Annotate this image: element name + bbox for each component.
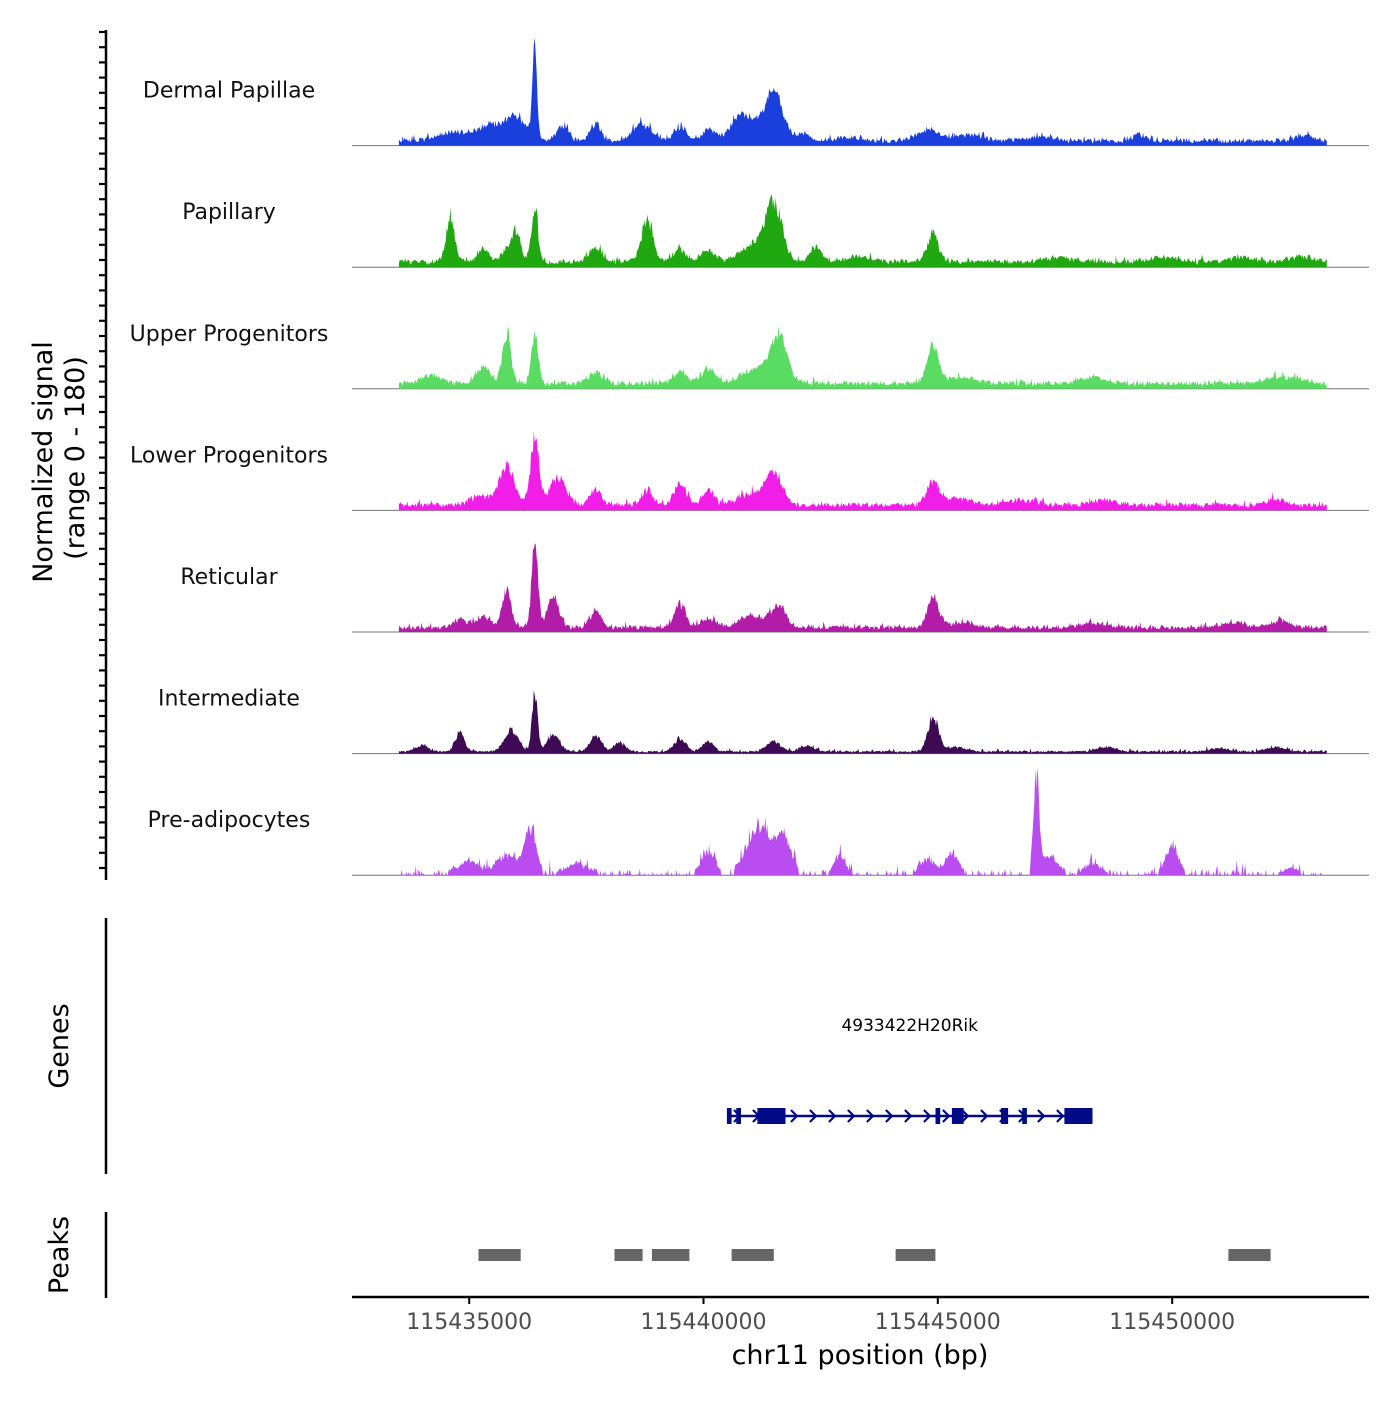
coverage-area — [398, 38, 1327, 146]
track-dermal-papillae: Dermal Papillae — [143, 38, 1369, 147]
strand-arrow — [980, 1109, 989, 1123]
x-axis-ticks: 115435000 115440000 115445000 115450000 — [406, 1297, 1235, 1335]
signal-axis: Normalized signal (range 0 - 180) — [28, 30, 108, 880]
peak-region — [478, 1249, 521, 1261]
gene-track: Genes 4933422H20Rik — [44, 918, 1093, 1174]
strand-arrow — [1056, 1109, 1065, 1123]
x-axis-tick-label: 115450000 — [1109, 1310, 1235, 1335]
coverage-area — [398, 194, 1327, 268]
gene-exon — [935, 1108, 941, 1124]
gene-exon — [1022, 1108, 1027, 1124]
track-pre-adipocytes: Pre-adipocytes — [148, 767, 1369, 876]
coverage-area — [398, 690, 1327, 754]
track-label: Papillary — [182, 200, 276, 225]
coverage-area — [398, 430, 1327, 511]
peaks-track-label: Peaks — [44, 1216, 75, 1294]
x-axis: 115435000 115440000 115445000 115450000 chr… — [352, 1295, 1369, 1371]
gene-exon — [951, 1108, 964, 1124]
coverage-area — [398, 543, 1327, 632]
strand-arrow — [790, 1109, 799, 1123]
strand-arrow — [1037, 1109, 1046, 1123]
peak-region — [1228, 1249, 1271, 1261]
peak-region — [614, 1249, 643, 1261]
gene-exon — [757, 1108, 786, 1124]
strand-arrow — [847, 1109, 856, 1123]
strand-arrow — [942, 1109, 951, 1123]
strand-arrow — [885, 1109, 894, 1123]
strand-arrow — [866, 1109, 875, 1123]
x-axis-tick-label: 115435000 — [406, 1310, 532, 1335]
strand-arrow — [809, 1109, 818, 1123]
track-label: Reticular — [180, 565, 278, 590]
track-intermediate: Intermediate — [158, 687, 1369, 755]
strand-arrow — [961, 1109, 970, 1123]
strand-arrow — [828, 1109, 837, 1123]
gene-exon — [736, 1108, 741, 1124]
signal-axis-subtitle: (range 0 - 180) — [60, 356, 91, 560]
track-label: Intermediate — [158, 687, 300, 712]
track-lower-progenitors: Lower Progenitors — [130, 430, 1369, 511]
signal-axis-ticks — [99, 30, 106, 870]
track-label: Upper Progenitors — [130, 322, 329, 347]
gene-exon — [1001, 1108, 1009, 1124]
gene-label: 4933422H20Rik — [841, 1016, 978, 1036]
peaks-track: Peaks — [44, 1212, 1271, 1298]
peak-region — [731, 1249, 774, 1261]
signal-axis-title: Normalized signal — [28, 341, 59, 583]
signal-tracks: Dermal Papillae Papillary Upper Progenitor… — [130, 38, 1369, 876]
gene-model: 4933422H20Rik — [726, 1016, 1093, 1124]
peak-region — [895, 1249, 936, 1261]
strand-arrow — [904, 1109, 913, 1123]
x-axis-tick-label: 115440000 — [641, 1310, 767, 1335]
strand-arrow — [923, 1109, 932, 1123]
track-upper-progenitors: Upper Progenitors — [130, 322, 1369, 390]
x-axis-tick-label: 115445000 — [875, 1310, 1001, 1335]
track-label: Pre-adipocytes — [148, 808, 311, 833]
genes-track-label: Genes — [44, 1003, 75, 1088]
track-reticular: Reticular — [180, 543, 1369, 633]
coverage-area — [398, 325, 1327, 389]
track-papillary: Papillary — [182, 194, 1369, 268]
peak-region — [651, 1249, 690, 1261]
coverage-area — [398, 767, 1327, 876]
track-label: Dermal Papillae — [143, 79, 315, 104]
track-label: Lower Progenitors — [130, 443, 328, 468]
gene-exon — [726, 1108, 732, 1124]
x-axis-title: chr11 position (bp) — [732, 1340, 989, 1371]
gene-exon — [1064, 1108, 1093, 1124]
